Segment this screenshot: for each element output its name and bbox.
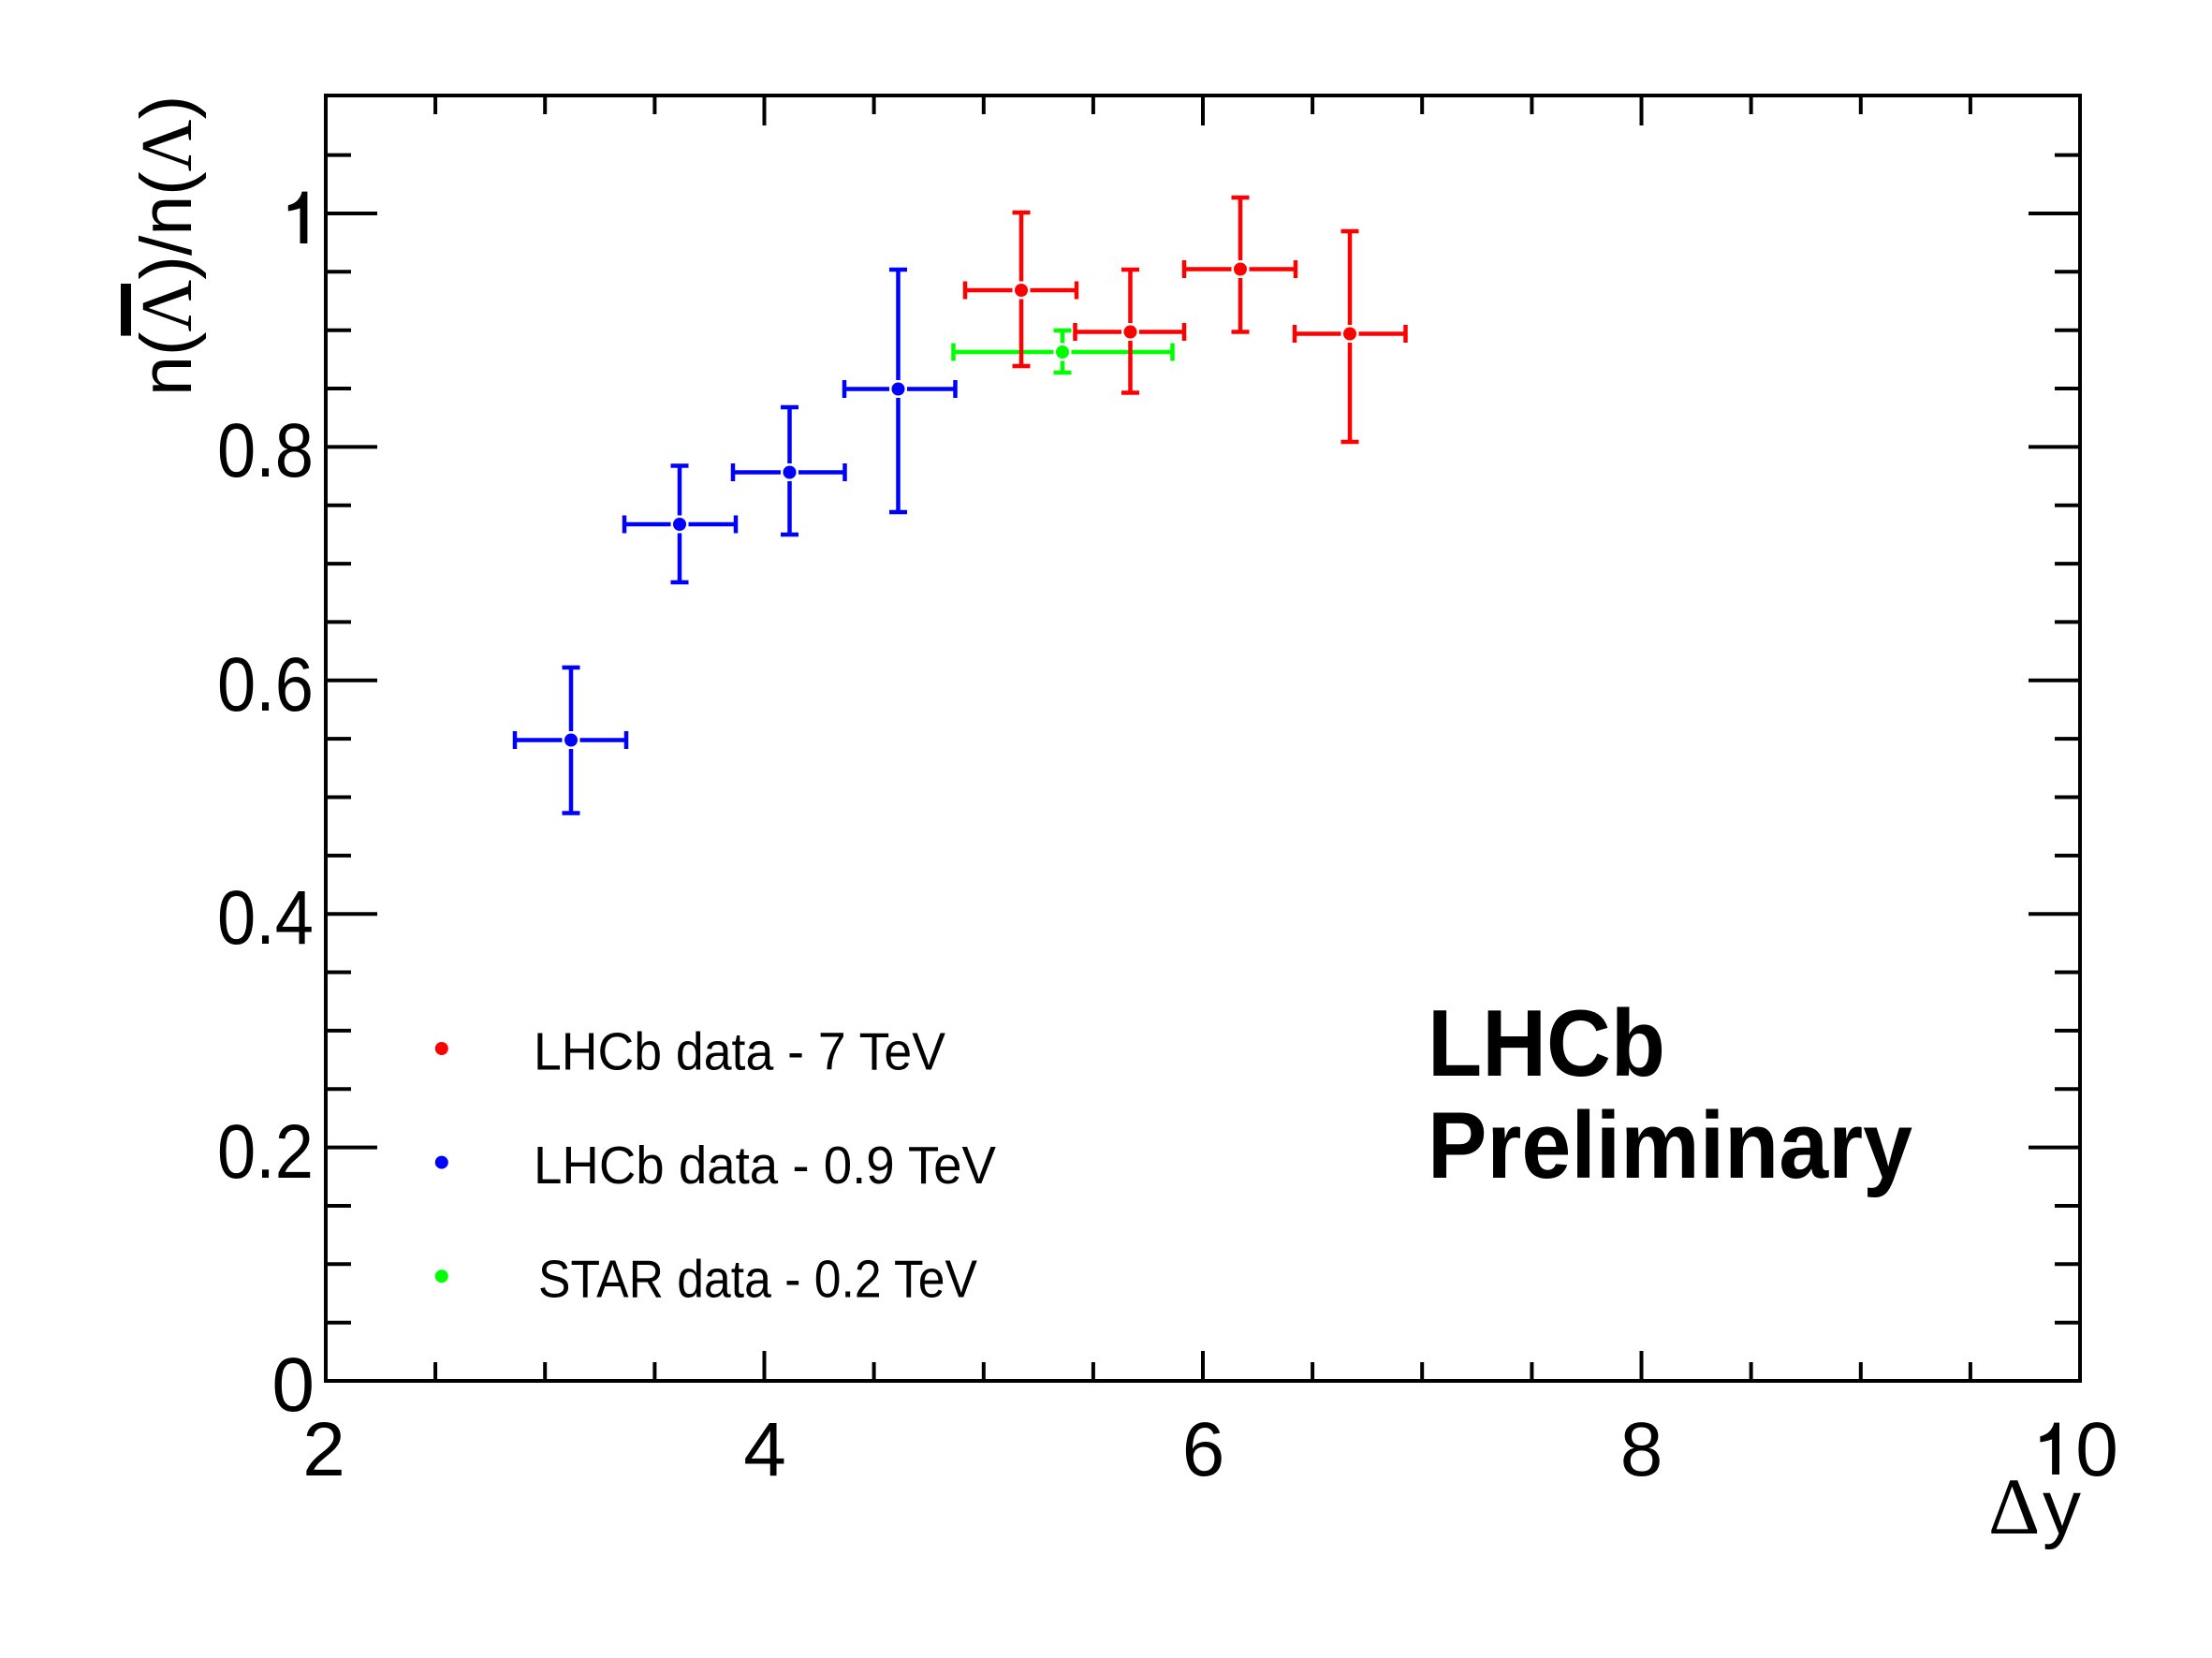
- svg-text:0.6: 0.6: [217, 642, 314, 727]
- svg-text:LHCb data - 7 TeV: LHCb data - 7 TeV: [534, 1022, 945, 1082]
- svg-text:0: 0: [271, 1343, 315, 1428]
- svg-text:8: 8: [1620, 1407, 1663, 1492]
- svg-text:4: 4: [743, 1407, 786, 1492]
- svg-text:6: 6: [1182, 1407, 1225, 1492]
- svg-text:0.2: 0.2: [217, 1109, 314, 1195]
- svg-text:LHCb: LHCb: [1428, 991, 1665, 1096]
- svg-text:0.4: 0.4: [217, 875, 314, 961]
- svg-text:LHCb data - 0.9 TeV: LHCb data - 0.9 TeV: [534, 1136, 996, 1196]
- svg-text:STAR data - 0.2 TeV: STAR data - 0.2 TeV: [538, 1250, 977, 1310]
- svg-text:n(Λ)/n(Λ): n(Λ)/n(Λ): [126, 95, 207, 396]
- svg-text:Preliminary: Preliminary: [1428, 1093, 1912, 1198]
- svg-text:2: 2: [302, 1407, 345, 1492]
- svg-text:0: 0: [2075, 1407, 2118, 1492]
- svg-text:0.8: 0.8: [217, 408, 314, 493]
- svg-text:Δ: Δ: [1988, 1461, 2040, 1551]
- svg-text:y: y: [2043, 1465, 2081, 1550]
